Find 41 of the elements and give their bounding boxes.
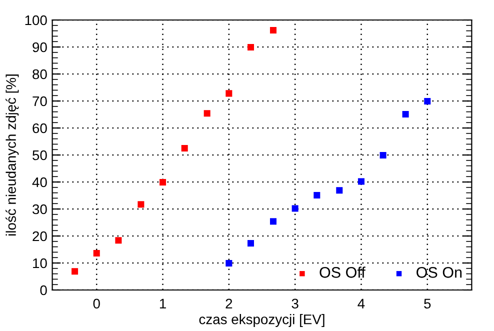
point [181,144,188,152]
point [115,237,122,244]
y-tick-label: 50 [32,150,47,160]
point [204,110,210,117]
x-tick-label: 0 [93,298,100,309]
point [358,178,364,185]
point [402,110,409,118]
point [226,260,232,267]
point [93,250,100,257]
x-axis-title: czas ekspozycji [EV] [199,314,324,328]
y-tick-label: 30 [32,204,47,214]
y-tick-label: 80 [32,69,47,80]
point [424,98,431,105]
y-tick-label: 70 [32,96,47,106]
y-tick-label: 40 [32,177,47,188]
point [247,240,254,247]
y-tick-label: 10 [33,258,47,268]
x-tick-label: 1 [160,298,166,308]
point [138,201,144,208]
legend-label: OS On [416,266,462,278]
y-axis-title: ilość nieudanych zdjęć [%] [6,74,19,236]
x-tick-label: 4 [358,298,365,308]
x-tick-label: 2 [226,298,232,308]
y-tick-label: 60 [32,123,47,134]
point [380,152,386,159]
point [160,179,166,186]
y-tick-label: 100 [25,15,47,26]
point [247,44,254,51]
point [336,187,343,194]
point [270,27,277,34]
point [314,192,320,198]
y-tick-label: 20 [32,231,47,242]
point [270,218,277,225]
x-tick-label: 3 [292,298,298,309]
point [72,268,78,275]
y-tick-label: 90 [32,42,47,52]
point [292,205,298,212]
y-tick-label: 0 [40,285,47,296]
legend-label: OS Off [320,266,366,278]
point [226,90,232,97]
x-tick-label: 5 [424,298,431,309]
